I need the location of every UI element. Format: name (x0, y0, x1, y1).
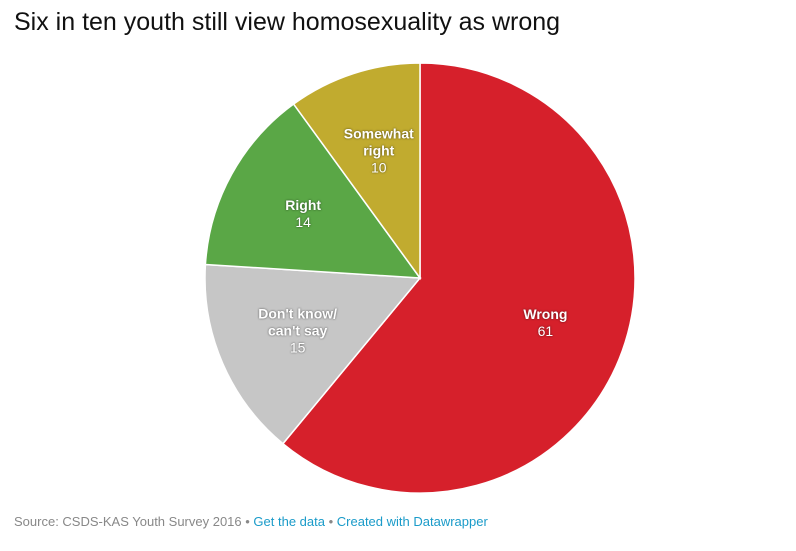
source: Source: CSDS-KAS Youth Survey 2016 (14, 514, 242, 529)
slice-value: 15 (289, 339, 306, 356)
slice-label: Right 14 (255, 197, 351, 231)
slice-category: Somewhat right (343, 125, 414, 159)
slice-label: Somewhat right 10 (331, 126, 427, 177)
link[interactable]: Get the data (253, 514, 325, 529)
pie-slice (292, 62, 421, 281)
slice-value: 10 (371, 159, 387, 176)
footer: Source: CSDS-KAS Youth Survey 2016 • Get… (14, 514, 488, 529)
chart-title: Six in ten youth still view homosexualit… (14, 8, 561, 36)
slice-label: Wrong 61 (497, 306, 593, 340)
slice-value: 14 (295, 213, 311, 230)
link[interactable]: Created with Datawrapper (336, 514, 488, 529)
pie-slice (204, 263, 422, 445)
pie-slice (204, 103, 422, 279)
slice-category: Wrong (523, 306, 568, 323)
pie-slice (281, 62, 636, 494)
slice-category: Don't know/ can't say (258, 305, 338, 339)
slice-category: Right (285, 196, 322, 213)
slice-label: Don't know/ can't say 15 (250, 305, 346, 356)
slice-value: 61 (537, 323, 554, 340)
